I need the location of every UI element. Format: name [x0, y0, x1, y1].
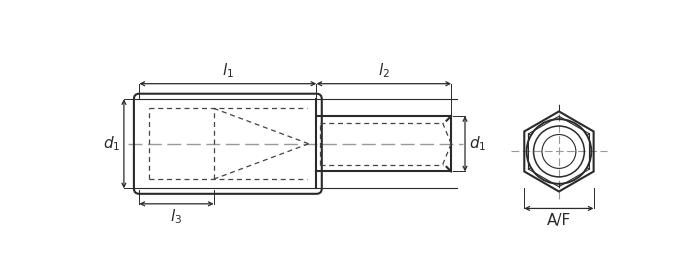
Text: A/F: A/F — [547, 213, 571, 228]
Text: $d_1$: $d_1$ — [469, 135, 486, 153]
Text: $l_2$: $l_2$ — [378, 61, 390, 80]
Text: $l_3$: $l_3$ — [170, 208, 183, 226]
Text: $l_1$: $l_1$ — [222, 61, 234, 80]
Text: $d_1$: $d_1$ — [103, 135, 120, 153]
